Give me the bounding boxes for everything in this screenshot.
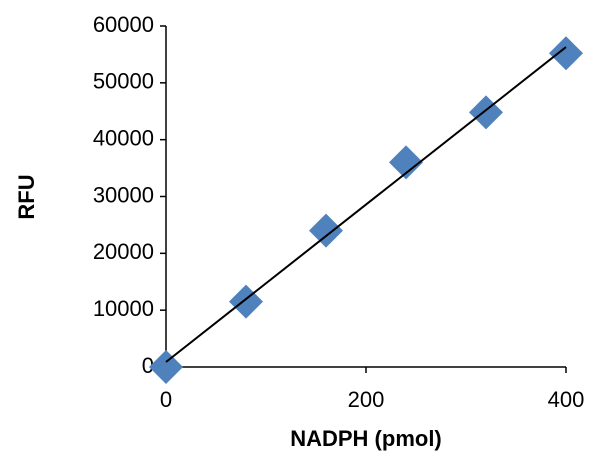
x-axis-title: NADPH (pmol) [290, 426, 442, 451]
scatter-point [389, 145, 423, 180]
y-axis-title: RFU [14, 174, 39, 219]
x-tick-label: 0 [160, 387, 172, 412]
scatter-point [149, 350, 183, 384]
x-tick-label: 400 [548, 387, 585, 412]
y-tick-label: 40000 [93, 125, 154, 150]
y-tick-label: 30000 [93, 182, 154, 207]
scatter-point [549, 36, 583, 71]
y-tick-label: 60000 [93, 12, 154, 37]
x-tick-label: 200 [348, 387, 385, 412]
y-tick-label: 10000 [93, 296, 154, 321]
scatter-point [309, 213, 343, 248]
y-tick-label: 0 [142, 353, 154, 378]
y-tick-label: 20000 [93, 239, 154, 264]
y-tick-label: 50000 [93, 69, 154, 94]
trendline [165, 46, 567, 363]
